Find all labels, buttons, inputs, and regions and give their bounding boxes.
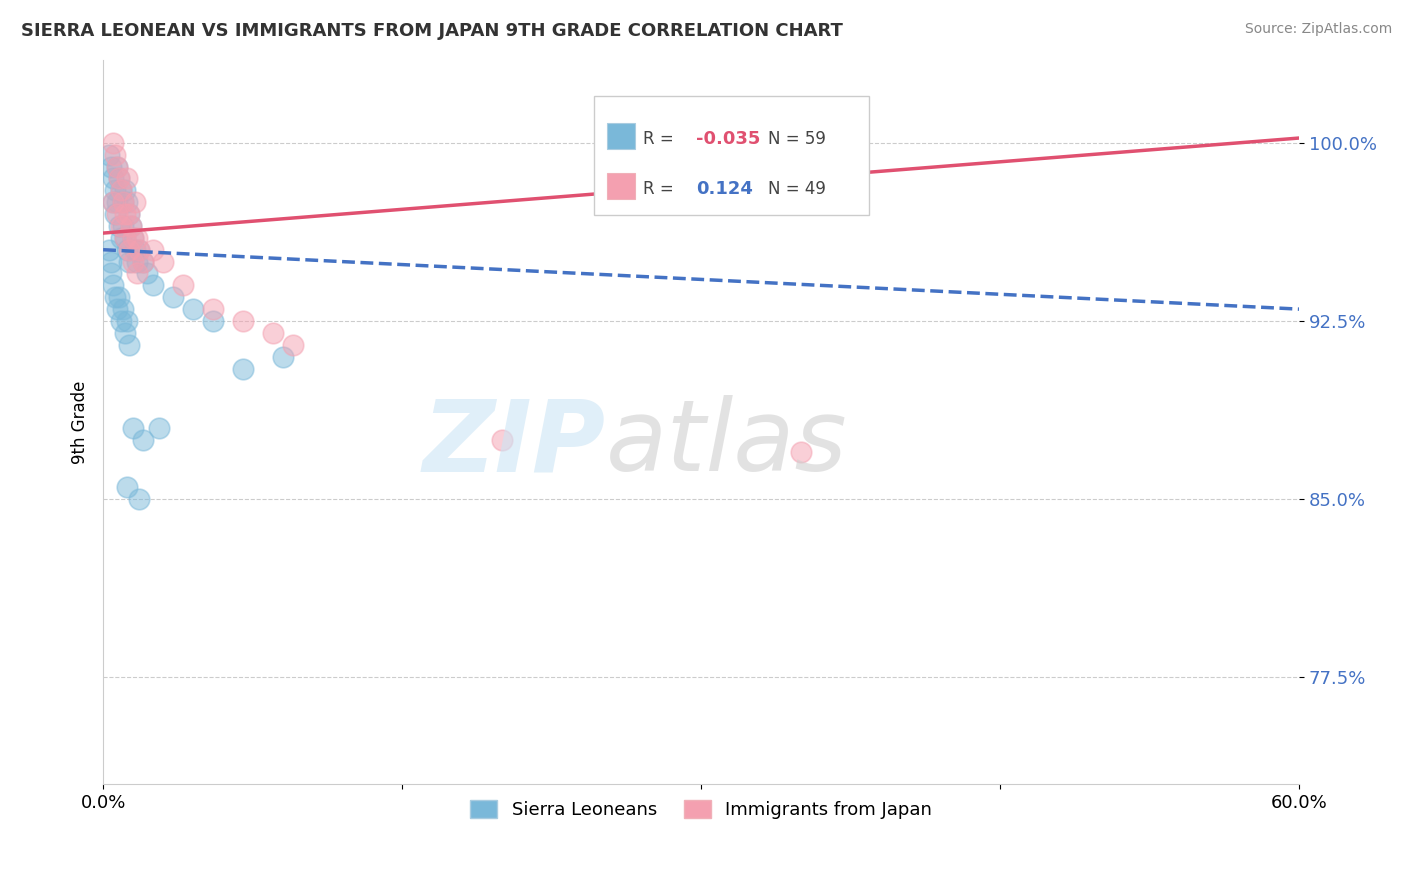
Point <box>148 421 170 435</box>
Point <box>101 171 124 186</box>
Text: SIERRA LEONEAN VS IMMIGRANTS FROM JAPAN 9TH GRADE CORRELATION CHART: SIERRA LEONEAN VS IMMIGRANTS FROM JAPAN … <box>21 22 844 40</box>
Point <box>118 338 141 352</box>
Point <box>124 195 146 210</box>
Point <box>142 243 165 257</box>
Point <box>281 338 304 352</box>
Point <box>115 195 138 210</box>
Point <box>132 254 155 268</box>
Point <box>110 314 132 328</box>
Point <box>105 207 128 221</box>
Point <box>124 243 146 257</box>
Point <box>112 195 135 210</box>
Point <box>104 207 127 221</box>
Point <box>122 231 145 245</box>
Point <box>128 243 150 257</box>
Point <box>98 243 121 257</box>
Point <box>122 421 145 435</box>
Point <box>110 219 132 233</box>
Point <box>128 492 150 507</box>
Point <box>105 302 128 317</box>
Point <box>125 267 148 281</box>
Point <box>125 231 148 245</box>
Point <box>120 219 142 233</box>
Text: ZIP: ZIP <box>422 395 606 492</box>
Text: N = 59: N = 59 <box>768 130 827 148</box>
Point <box>104 147 127 161</box>
Point <box>122 254 145 268</box>
Point <box>118 254 141 268</box>
Point <box>132 433 155 447</box>
Point <box>114 231 136 245</box>
Point <box>114 183 136 197</box>
Point <box>152 254 174 268</box>
Legend: Sierra Leoneans, Immigrants from Japan: Sierra Leoneans, Immigrants from Japan <box>463 792 939 826</box>
Point <box>271 350 294 364</box>
Point <box>162 290 184 304</box>
Point <box>136 267 159 281</box>
Point <box>110 183 132 197</box>
Point <box>232 314 254 328</box>
Point <box>108 171 131 186</box>
Point <box>101 195 124 210</box>
Text: R =: R = <box>643 180 679 198</box>
Point <box>108 171 131 186</box>
Point <box>101 278 124 293</box>
Point <box>120 219 142 233</box>
Point <box>232 361 254 376</box>
Point <box>101 195 124 210</box>
Point <box>125 254 148 268</box>
Text: -0.035: -0.035 <box>696 130 761 148</box>
Text: R =: R = <box>643 130 679 148</box>
Point <box>110 231 132 245</box>
Point <box>100 267 122 281</box>
Point <box>181 302 204 317</box>
Point <box>262 326 284 340</box>
Point <box>201 302 224 317</box>
Point <box>115 314 138 328</box>
Text: 0.124: 0.124 <box>696 180 754 198</box>
FancyBboxPatch shape <box>593 95 869 216</box>
Point <box>115 243 138 257</box>
Point <box>790 444 813 458</box>
FancyBboxPatch shape <box>606 173 636 200</box>
Point <box>114 207 136 221</box>
Point <box>132 254 155 268</box>
Point <box>114 231 136 245</box>
Point <box>128 243 150 257</box>
Point <box>114 326 136 340</box>
Point <box>108 290 131 304</box>
Point <box>108 219 131 233</box>
FancyBboxPatch shape <box>606 123 636 149</box>
Point <box>105 195 128 210</box>
Text: N = 49: N = 49 <box>768 180 827 198</box>
Point <box>115 171 138 186</box>
Point <box>101 136 124 150</box>
Point <box>112 302 135 317</box>
Point <box>105 160 128 174</box>
Point <box>104 290 127 304</box>
Point <box>110 183 132 197</box>
Point <box>172 278 194 293</box>
Point <box>142 278 165 293</box>
Text: atlas: atlas <box>606 395 846 492</box>
Point <box>112 195 135 210</box>
Point <box>491 433 513 447</box>
Text: Source: ZipAtlas.com: Source: ZipAtlas.com <box>1244 22 1392 37</box>
Point <box>118 243 141 257</box>
Point <box>100 160 122 174</box>
Point <box>122 231 145 245</box>
Point <box>100 254 122 268</box>
Point <box>112 219 135 233</box>
Point <box>201 314 224 328</box>
Point <box>98 147 121 161</box>
Point <box>104 183 127 197</box>
Point <box>115 480 138 494</box>
Y-axis label: 9th Grade: 9th Grade <box>72 380 89 464</box>
Point <box>118 207 141 221</box>
Point <box>118 207 141 221</box>
Point <box>105 160 128 174</box>
